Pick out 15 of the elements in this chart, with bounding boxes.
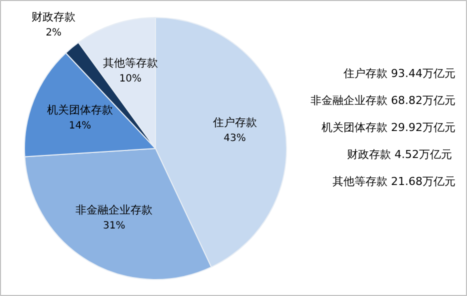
- data-label: 10%: [119, 73, 142, 84]
- data-label: 14%: [68, 120, 92, 132]
- slice-label: 机关团体存款: [46, 104, 113, 117]
- slice-label: 非金融企业存款: [76, 203, 153, 216]
- data-label: 43%: [224, 132, 246, 144]
- slice-label: 住户存款: [212, 116, 257, 129]
- text: 机关团体存款 29.92万亿元: [322, 121, 456, 134]
- data-label: 2%: [46, 27, 62, 38]
- slice-label: 其他等存款: [102, 56, 158, 70]
- slice-label: 财政存款: [32, 10, 76, 24]
- data-label: 31%: [103, 220, 126, 232]
- text: 非金融企业存款 68.82万亿元: [310, 94, 456, 107]
- text: 其他等存款 21.68万亿元: [332, 175, 456, 188]
- text: 住户存款 93.44万亿元: [344, 67, 456, 80]
- text: 财政存款 4.52万亿元: [347, 148, 452, 161]
